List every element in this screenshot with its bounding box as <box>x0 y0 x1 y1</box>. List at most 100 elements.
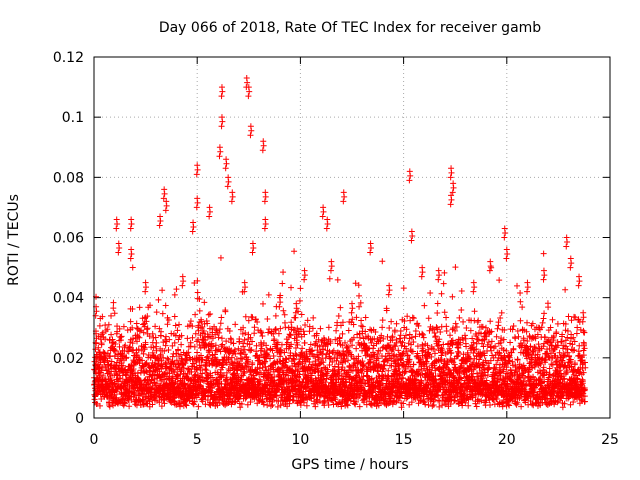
data-point <box>91 396 98 403</box>
data-point <box>198 318 205 325</box>
data-point <box>194 349 201 356</box>
data-point <box>205 311 212 318</box>
data-point <box>190 360 197 367</box>
data-point <box>110 305 117 312</box>
data-point <box>207 370 214 377</box>
data-point <box>135 346 142 353</box>
data-point <box>136 328 143 335</box>
data-point <box>212 342 219 349</box>
data-point <box>197 367 204 374</box>
data-point <box>191 343 198 350</box>
data-point <box>156 325 163 332</box>
data-point <box>138 347 145 354</box>
data-point <box>126 344 133 351</box>
data-point <box>165 356 172 363</box>
data-point <box>187 343 194 350</box>
data-point <box>184 335 191 342</box>
data-point <box>204 320 211 327</box>
data-point <box>118 333 125 340</box>
data-point <box>112 341 119 348</box>
data-point <box>174 327 181 334</box>
data-point <box>129 335 136 342</box>
data-point <box>107 394 114 401</box>
data-point <box>99 313 106 320</box>
data-point <box>208 340 215 347</box>
data-point <box>155 296 162 303</box>
data-point <box>109 336 116 343</box>
data-point <box>172 332 179 339</box>
data-point <box>196 374 203 381</box>
data-point <box>191 279 198 286</box>
data-point <box>194 289 201 296</box>
data-point <box>161 347 168 354</box>
data-point <box>171 394 178 401</box>
data-point <box>154 380 161 387</box>
data-point <box>98 395 105 402</box>
data-point <box>153 339 160 346</box>
data-point <box>104 350 111 357</box>
data-point <box>171 313 178 320</box>
data-point <box>159 287 166 294</box>
data-point <box>149 401 156 408</box>
data-point <box>108 358 115 365</box>
data-point <box>122 342 129 349</box>
data-point <box>114 323 121 330</box>
data-point <box>181 380 188 387</box>
data-point <box>162 333 169 340</box>
data-point <box>197 325 204 332</box>
data-point <box>176 321 183 328</box>
data-point <box>114 328 121 335</box>
data-point <box>162 342 169 349</box>
data-point <box>171 339 178 346</box>
data-point <box>169 353 176 360</box>
data-point <box>143 326 150 333</box>
data-point <box>153 347 160 354</box>
data-point <box>124 327 131 334</box>
data-point <box>111 310 118 317</box>
data-point <box>140 401 147 408</box>
data-point <box>170 367 177 374</box>
data-point <box>175 347 182 354</box>
data-point <box>161 400 168 407</box>
data-point <box>193 387 200 394</box>
data-point <box>129 306 136 313</box>
data-point <box>104 326 111 333</box>
data-point <box>202 337 209 344</box>
data-point <box>193 338 200 345</box>
data-point <box>144 313 151 320</box>
data-point <box>178 355 185 362</box>
data-point <box>136 334 143 341</box>
data-point <box>152 360 159 367</box>
data-point <box>120 362 127 369</box>
data-point <box>178 332 185 339</box>
data-point <box>188 368 195 375</box>
data-point <box>125 348 132 355</box>
data-point <box>114 388 121 395</box>
data-point <box>162 302 169 309</box>
data-point <box>143 382 150 389</box>
data-point <box>194 277 201 284</box>
data-point <box>204 334 211 341</box>
data-point <box>139 357 146 364</box>
data-point <box>147 302 154 309</box>
data-point <box>136 360 143 367</box>
data-point <box>133 325 140 332</box>
data-point <box>175 336 182 343</box>
data-point <box>206 360 213 367</box>
data-point <box>164 321 171 328</box>
data-point <box>128 390 135 397</box>
data-point <box>117 337 124 344</box>
data-point <box>105 321 112 328</box>
data-point <box>195 336 202 343</box>
data-point <box>195 403 202 410</box>
data-point <box>192 330 199 337</box>
data-point <box>159 310 166 317</box>
data-point <box>165 347 172 354</box>
data-point <box>104 357 111 364</box>
data-point <box>111 352 118 359</box>
data-point <box>142 341 149 348</box>
data-point <box>197 344 204 351</box>
data-point <box>152 323 159 330</box>
data-point <box>192 391 199 398</box>
